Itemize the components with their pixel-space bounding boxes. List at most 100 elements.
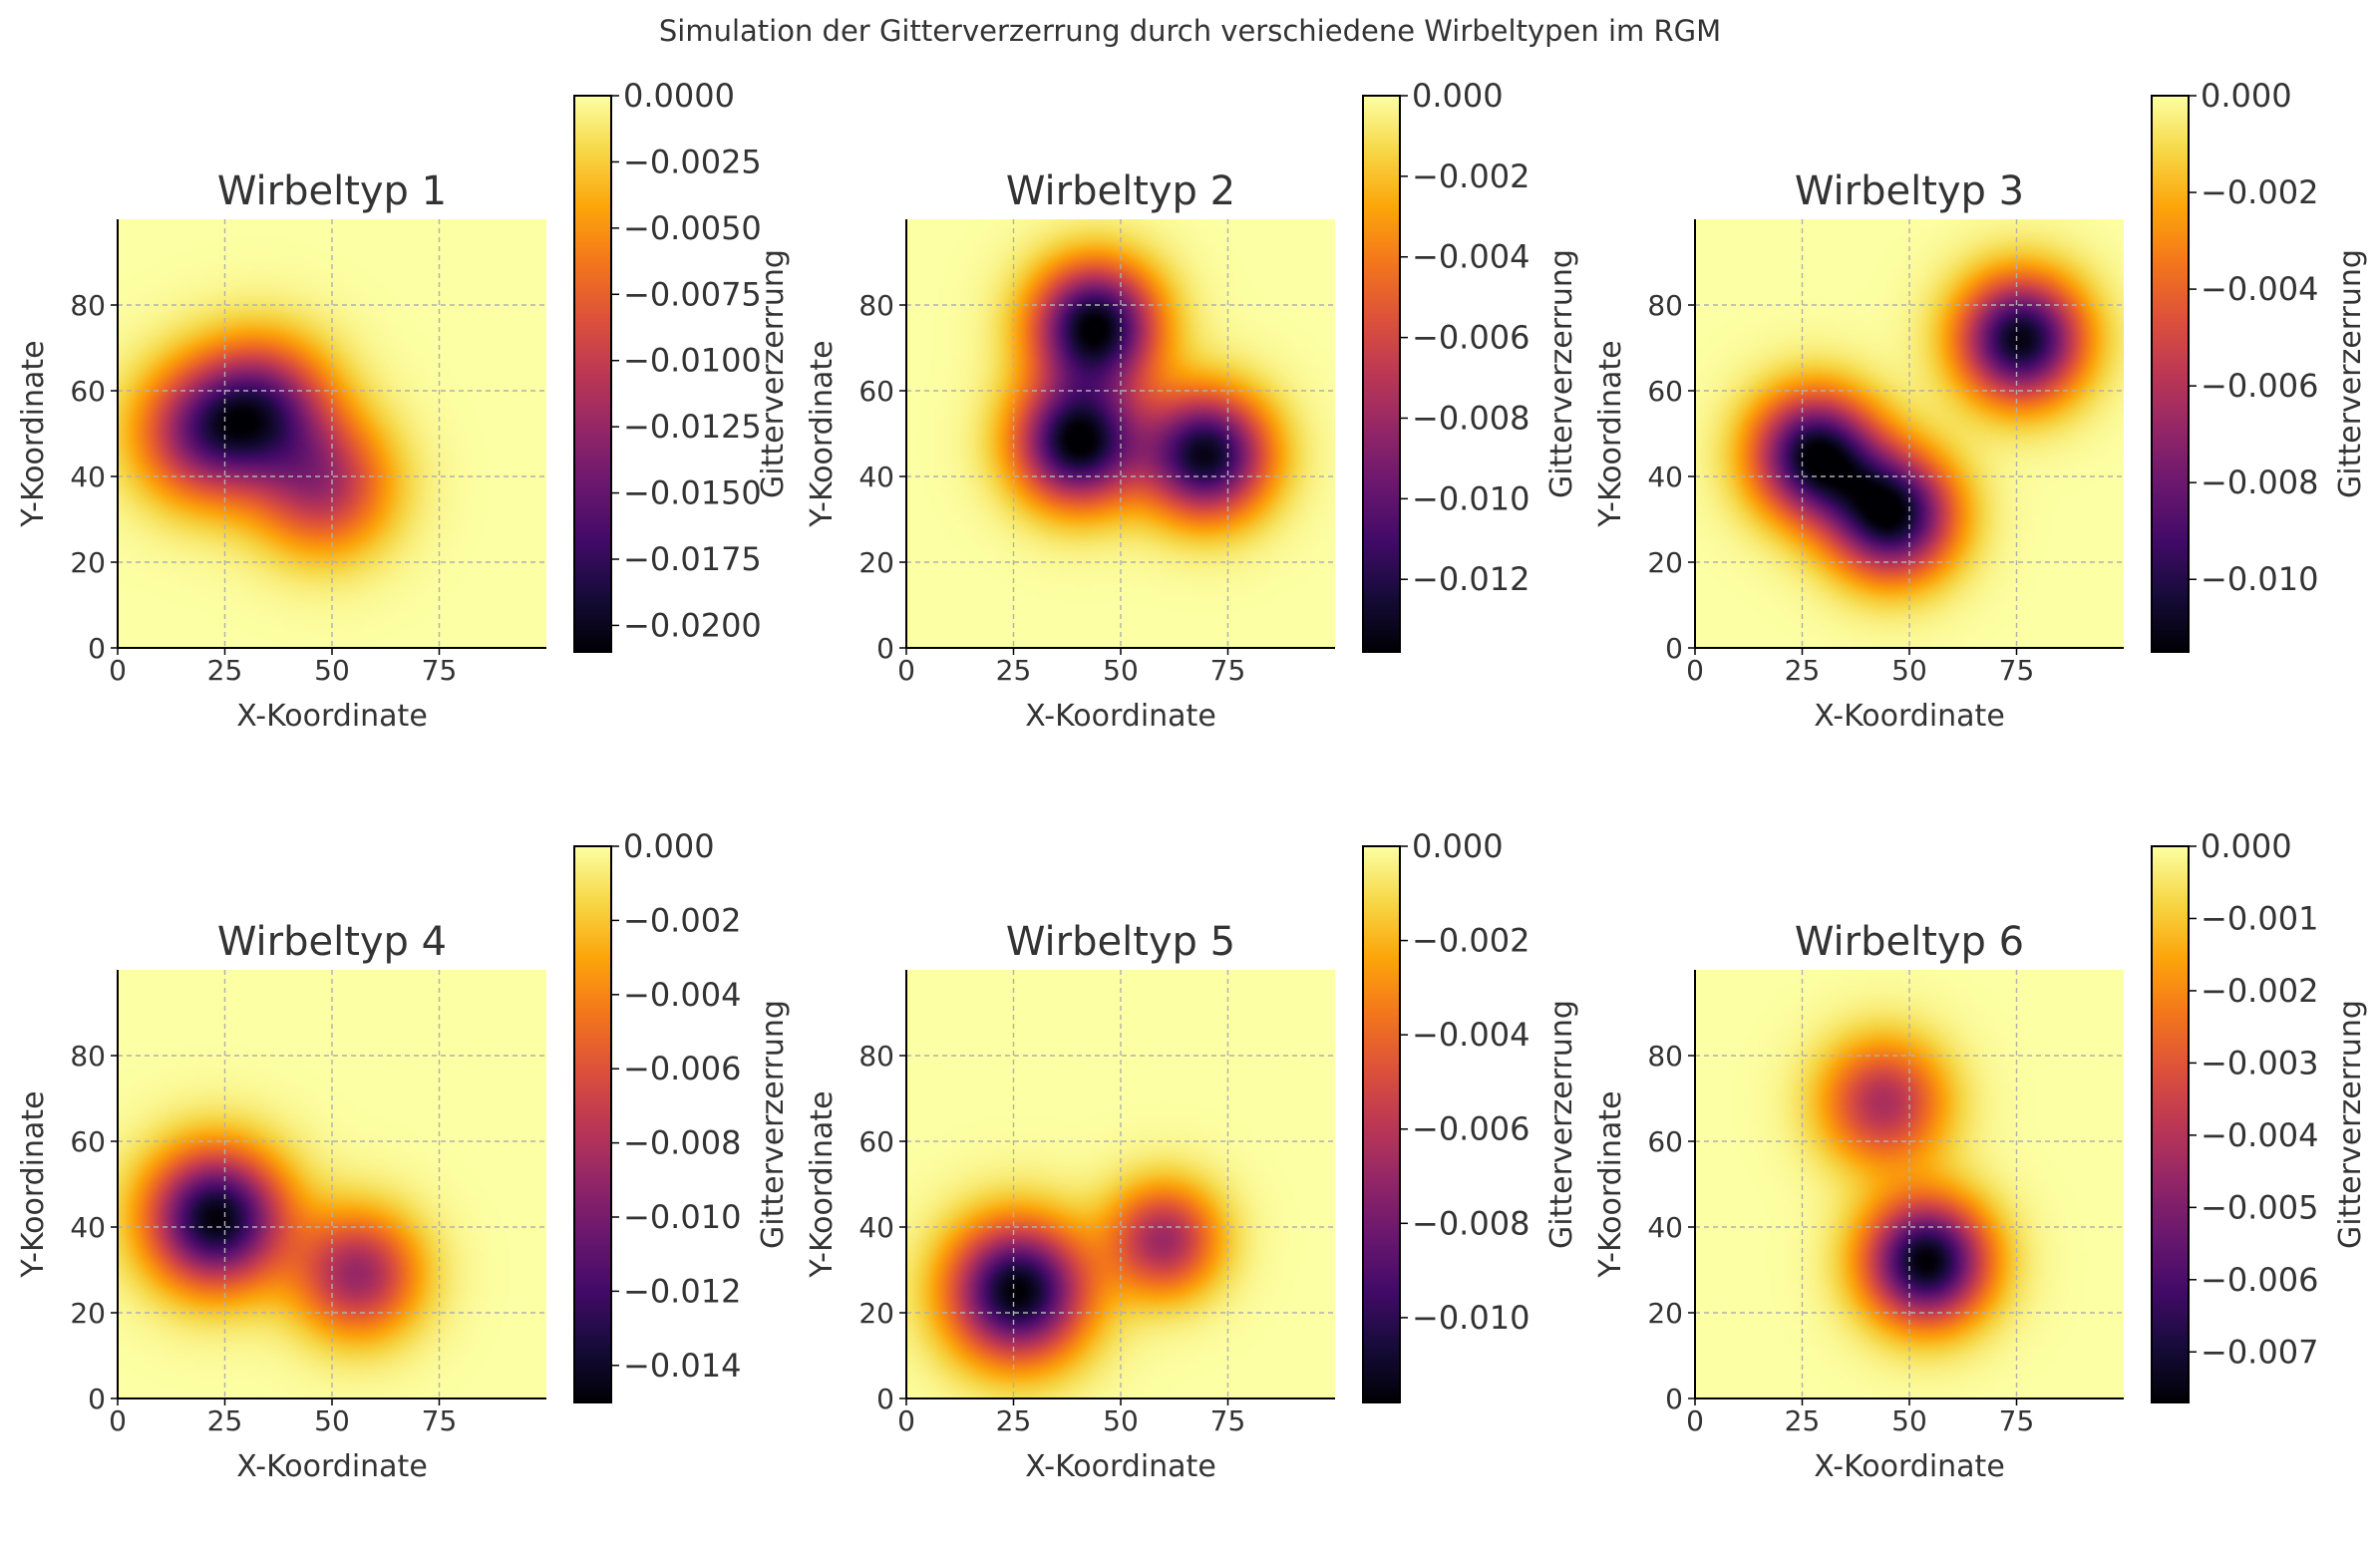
colorbar-label: Gitterverzerrung xyxy=(1544,1000,1579,1249)
colorbar-tick-label: −0.0200 xyxy=(623,606,762,644)
y-tick-label: 60 xyxy=(1647,1125,1683,1158)
colorbar-label: Gitterverzerrung xyxy=(2333,1000,2368,1249)
colorbar-tick-label: −0.010 xyxy=(623,1198,741,1236)
colorbar-label: Gitterverzerrung xyxy=(756,1000,791,1249)
y-tick-label: 80 xyxy=(70,289,106,322)
subplot-6: 0 25 50 75 0 20 40 60 80 Wirbeltyp 6 X-Koordinate Y… xyxy=(1593,827,2368,1484)
colorbar-tick-label: −0.004 xyxy=(1412,238,1530,276)
colorbar: 0.000 −0.002 −0.004 −0.006 −0.008 −0.010 −0.01… xyxy=(1362,77,1579,653)
y-tick-label: 20 xyxy=(70,546,106,579)
colorbar-tick-label: −0.002 xyxy=(623,901,741,939)
colorbar-tick-label: −0.005 xyxy=(2201,1188,2318,1226)
colorbar-tick-label: −0.001 xyxy=(2201,899,2318,937)
x-axis-label: X-Koordinate xyxy=(236,699,428,734)
x-axis-label: X-Koordinate xyxy=(1025,699,1216,734)
colorbar-tick-label: −0.002 xyxy=(1412,922,1530,960)
x-tick-label: 25 xyxy=(207,1404,243,1437)
subplot-title: Wirbeltyp 1 xyxy=(217,168,447,214)
y-tick-label: 40 xyxy=(1647,1211,1683,1244)
y-tick-label: 80 xyxy=(70,1040,106,1073)
y-tick-label: 80 xyxy=(858,1040,894,1073)
x-tick-label: 50 xyxy=(314,1404,350,1437)
colorbar-tick-label: −0.006 xyxy=(2201,1261,2318,1299)
x-tick-label: 0 xyxy=(109,654,127,687)
x-tick-label: 75 xyxy=(1999,654,2035,687)
x-tick-label: 25 xyxy=(996,654,1032,687)
colorbar-tick-label: −0.0125 xyxy=(623,408,762,446)
colorbar-tick-label: −0.004 xyxy=(1412,1016,1530,1054)
y-tick-label: 0 xyxy=(876,632,894,665)
colorbar: 0.000 −0.001 −0.002 −0.003 −0.004 −0.005 −0.00… xyxy=(2151,827,2368,1403)
x-tick-label: 25 xyxy=(207,654,243,687)
subplot-1: 0 25 50 75 0 20 40 60 80 Wirbeltyp 1 X-Koordinate Y… xyxy=(16,77,791,734)
heatmap-image xyxy=(906,970,1335,1398)
colorbar-tick-label: 0.000 xyxy=(1412,77,1504,115)
y-axis-label: Y-Koordinate xyxy=(805,1090,840,1278)
y-tick-label: 40 xyxy=(858,461,894,493)
colorbar-tick-label: −0.008 xyxy=(1412,399,1530,437)
colorbar-scale xyxy=(573,95,612,653)
figure-title: Simulation der Gitterverzerrung durch ve… xyxy=(658,14,1722,48)
colorbar-label: Gitterverzerrung xyxy=(756,249,791,498)
y-axis-label: Y-Koordinate xyxy=(1593,1090,1628,1278)
x-tick-label: 50 xyxy=(1103,654,1139,687)
colorbar-tick-label: −0.008 xyxy=(1412,1204,1530,1242)
colorbar-tick-label: −0.008 xyxy=(2201,464,2318,501)
x-tick-label: 50 xyxy=(1103,1404,1139,1437)
y-tick-label: 0 xyxy=(876,1383,894,1415)
y-tick-label: 60 xyxy=(1647,375,1683,408)
x-tick-label: 75 xyxy=(1999,1404,2035,1437)
y-axis-label: Y-Koordinate xyxy=(805,340,840,527)
y-tick-label: 40 xyxy=(70,461,106,493)
x-tick-label: 0 xyxy=(109,1404,127,1437)
x-tick-label: 50 xyxy=(1891,654,1927,687)
colorbar-tick-label: −0.007 xyxy=(2201,1333,2318,1371)
y-tick-label: 80 xyxy=(1647,289,1683,322)
colorbar-tick-label: −0.006 xyxy=(1412,319,1530,357)
subplot-title: Wirbeltyp 2 xyxy=(1006,168,1235,214)
colorbar-tick-label: −0.004 xyxy=(2201,1116,2318,1154)
colorbar-tick-label: −0.006 xyxy=(1412,1110,1530,1148)
y-tick-label: 40 xyxy=(70,1211,106,1244)
x-tick-label: 75 xyxy=(422,654,458,687)
y-axis-label: Y-Koordinate xyxy=(16,1090,51,1278)
colorbar-tick-label: −0.010 xyxy=(1412,1299,1530,1337)
y-tick-label: 60 xyxy=(858,1125,894,1158)
colorbar-tick-label: −0.010 xyxy=(2201,560,2318,598)
x-axis-label: X-Koordinate xyxy=(236,1449,428,1484)
x-tick-label: 25 xyxy=(1785,654,1821,687)
colorbar-tick-label: 0.0000 xyxy=(623,77,735,115)
colorbar-tick-label: −0.006 xyxy=(2201,367,2318,405)
subplot-title: Wirbeltyp 3 xyxy=(1795,168,2024,214)
colorbar-scale xyxy=(573,845,612,1403)
colorbar-tick-label: −0.008 xyxy=(623,1124,741,1162)
y-tick-label: 60 xyxy=(70,375,106,408)
y-tick-label: 0 xyxy=(1665,1383,1683,1415)
colorbar-tick-label: −0.004 xyxy=(2201,270,2318,308)
heatmap-image xyxy=(118,970,546,1398)
colorbar-scale xyxy=(2151,95,2190,653)
colorbar: 0.000 −0.002 −0.004 −0.006 −0.008 −0.010 Gitte… xyxy=(1362,827,1579,1403)
y-tick-label: 20 xyxy=(858,1297,894,1330)
colorbar-tick-label: 0.000 xyxy=(2201,77,2292,115)
colorbar: 0.000 −0.002 −0.004 −0.006 −0.008 −0.010 Gitte… xyxy=(2151,77,2368,653)
x-tick-label: 0 xyxy=(1686,654,1704,687)
y-axis-label: Y-Koordinate xyxy=(16,340,51,527)
colorbar-scale xyxy=(2151,845,2190,1403)
y-tick-label: 20 xyxy=(1647,1297,1683,1330)
colorbar-tick-label: −0.012 xyxy=(623,1272,741,1310)
colorbar-tick-label: −0.0100 xyxy=(623,342,762,380)
colorbar-scale xyxy=(1362,95,1401,653)
x-axis-label: X-Koordinate xyxy=(1814,699,2005,734)
colorbar-tick-label: −0.010 xyxy=(1412,479,1530,517)
y-tick-label: 60 xyxy=(70,1125,106,1158)
colorbar-tick-label: −0.002 xyxy=(2201,972,2318,1010)
x-tick-label: 50 xyxy=(1891,1404,1927,1437)
colorbar-tick-label: −0.0075 xyxy=(623,275,762,313)
x-tick-label: 0 xyxy=(897,1404,915,1437)
colorbar-tick-label: 0.000 xyxy=(623,827,715,865)
y-tick-label: 40 xyxy=(1647,461,1683,493)
x-axis-label: X-Koordinate xyxy=(1814,1449,2005,1484)
x-tick-label: 75 xyxy=(1210,654,1246,687)
